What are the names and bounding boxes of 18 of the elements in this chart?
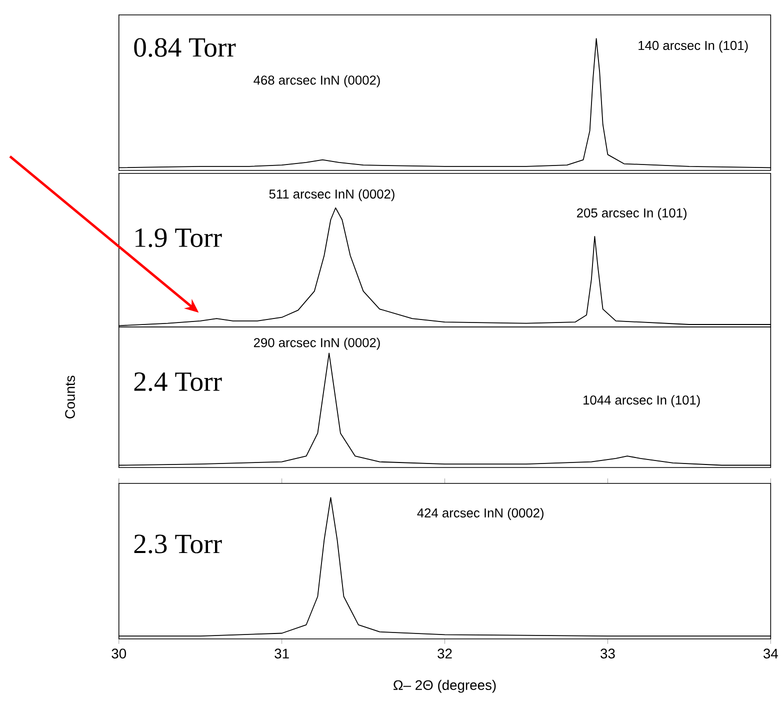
text: 511 arcsec InN (0002) <box>269 189 394 202</box>
x-tick-label: 31 <box>274 648 289 658</box>
annotation: 1.9 Torr <box>136 228 222 248</box>
x-tick-label: 30 <box>112 648 126 658</box>
x-tick-label: 32 <box>438 648 452 658</box>
annotation: 1044 arcsec In (101) <box>584 395 700 408</box>
annotation: 140 arcsec In (101) <box>638 40 748 52</box>
text: 290 arcsec InN (0002) <box>254 338 380 350</box>
x-tick-label: 33 <box>600 648 615 658</box>
annotation: 424 arcsec InN (0002) <box>417 508 544 520</box>
x-tick-label: 34 <box>763 648 778 658</box>
annotation: 468 arcsec InN (0002) <box>254 75 380 88</box>
x-axis-title: Ω– 2Θ (degrees) <box>394 680 496 693</box>
annotation: 2.4 Torr <box>134 372 222 392</box>
annotation: 2.3 Torr <box>134 534 222 554</box>
annotation: 0.84 Torr <box>134 38 236 57</box>
y-axis-title: Counts <box>65 376 75 418</box>
annotation: 205 arcsec In (101) <box>577 208 686 220</box>
